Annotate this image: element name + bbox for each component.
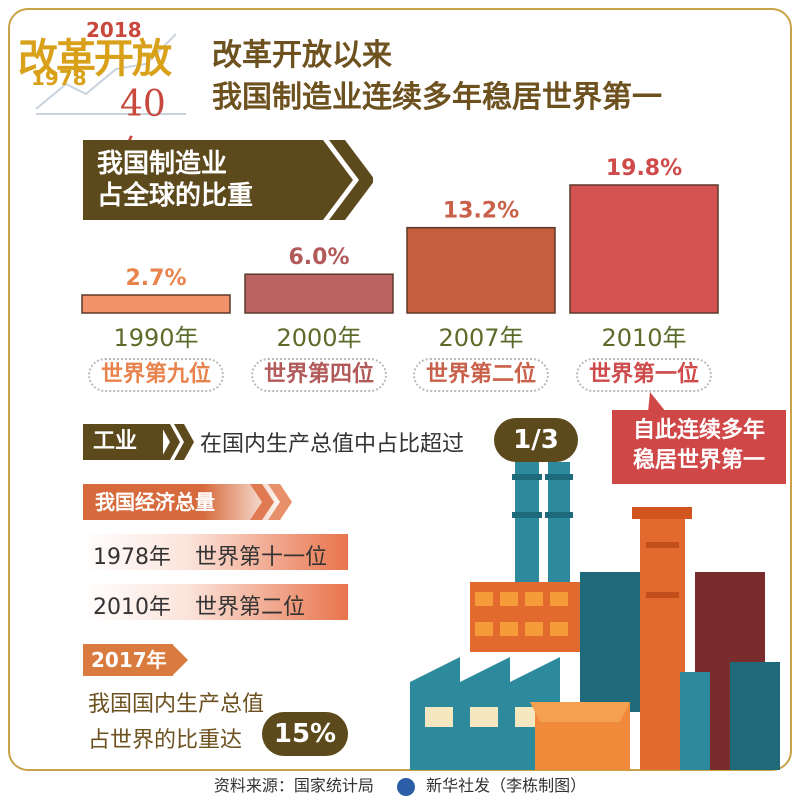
banner-line2: 占全球的比重 — [97, 181, 254, 211]
bar-2010年 — [569, 184, 719, 314]
year-tick-label: 2010年 — [601, 324, 687, 352]
year-2017-tag: 2017年 — [83, 644, 173, 676]
bar-1990年 — [81, 294, 231, 314]
gdp-share-line2: 占世界的比重达 — [88, 728, 243, 753]
callout-line1: 自此连续多年 — [632, 418, 765, 443]
manufacturing-share-chart: 2.7% 6.0% 13.2% 19.8% — [81, 156, 719, 314]
title-line1: 改革开放以来 — [212, 38, 392, 73]
callout-box: 自此连续多年 稳居世界第一 — [612, 410, 786, 484]
economy-row-2010: 2010年 世界第二位 — [83, 584, 348, 620]
bar-value-label: 6.0% — [288, 245, 349, 270]
world-rank-label: 世界第四位 — [251, 358, 387, 392]
year-tick-label: 2000年 — [276, 324, 362, 352]
factory-illustration — [410, 462, 780, 770]
anniversary-logo: 改革开放 2018 1978 40年 — [16, 14, 196, 175]
economy-row-1978: 1978年 世界第十一位 — [83, 534, 348, 570]
footer: 资料来源：国家统计局 新华社发（李栋制图） — [0, 772, 800, 800]
bar-value-label: 19.8% — [606, 156, 682, 181]
callout-line2: 稳居世界第一 — [632, 448, 765, 473]
footer-source: 资料来源：国家统计局 — [213, 776, 374, 795]
industry-tag: 工业 — [83, 424, 163, 460]
world-rank-label: 世界第二位 — [413, 358, 549, 392]
xinhua-logo-icon — [397, 777, 415, 796]
bar-2007年 — [406, 226, 556, 314]
economy-chevron-icon — [250, 484, 292, 520]
industry-value: 1/3 — [494, 418, 578, 462]
banner-box: 我国制造业 占全球的比重 — [83, 140, 293, 220]
year-tick-label: 1990年 — [113, 324, 199, 352]
economy-tag: 我国经济总量 — [83, 484, 283, 520]
economy-row-year: 1978年 — [93, 545, 171, 570]
logo-year-start: 1978 — [31, 66, 87, 90]
industry-chevron-icon — [160, 424, 194, 460]
economy-row-year: 2010年 — [93, 595, 171, 620]
bar-2000年 — [244, 273, 394, 314]
logo-main-text: 改革开放 — [18, 36, 172, 82]
economy-row-rank: 世界第十一位 — [195, 545, 328, 570]
banner-line1: 我国制造业 — [97, 149, 228, 179]
year-tick-label: 2007年 — [438, 324, 524, 352]
gdp-share-line1: 我国国内生产总值 — [88, 692, 265, 717]
manufacturing-share-banner: 我国制造业 占全球的比重 — [83, 140, 373, 220]
chevron-arrows-icon — [293, 140, 373, 220]
logo-chart-icon — [35, 33, 186, 115]
title-line2: 我国制造业连续多年稳居世界第一 — [212, 80, 662, 115]
world-rank-label: 世界第九位 — [88, 358, 224, 392]
economy-row-rank: 世界第二位 — [195, 595, 306, 620]
footer-credit: 新华社发（李栋制图） — [426, 776, 587, 795]
year-2017-arrow — [172, 644, 188, 676]
bar-value-label: 13.2% — [443, 199, 519, 224]
gdp-share-value: 15% — [262, 712, 348, 756]
logo-year-end: 2018 — [86, 18, 142, 42]
callout-pointer — [648, 392, 666, 412]
industry-text: 在国内生产总值中占比超过 — [200, 432, 465, 457]
bar-value-label: 2.7% — [125, 266, 186, 291]
world-rank-label: 世界第一位 — [576, 358, 712, 392]
